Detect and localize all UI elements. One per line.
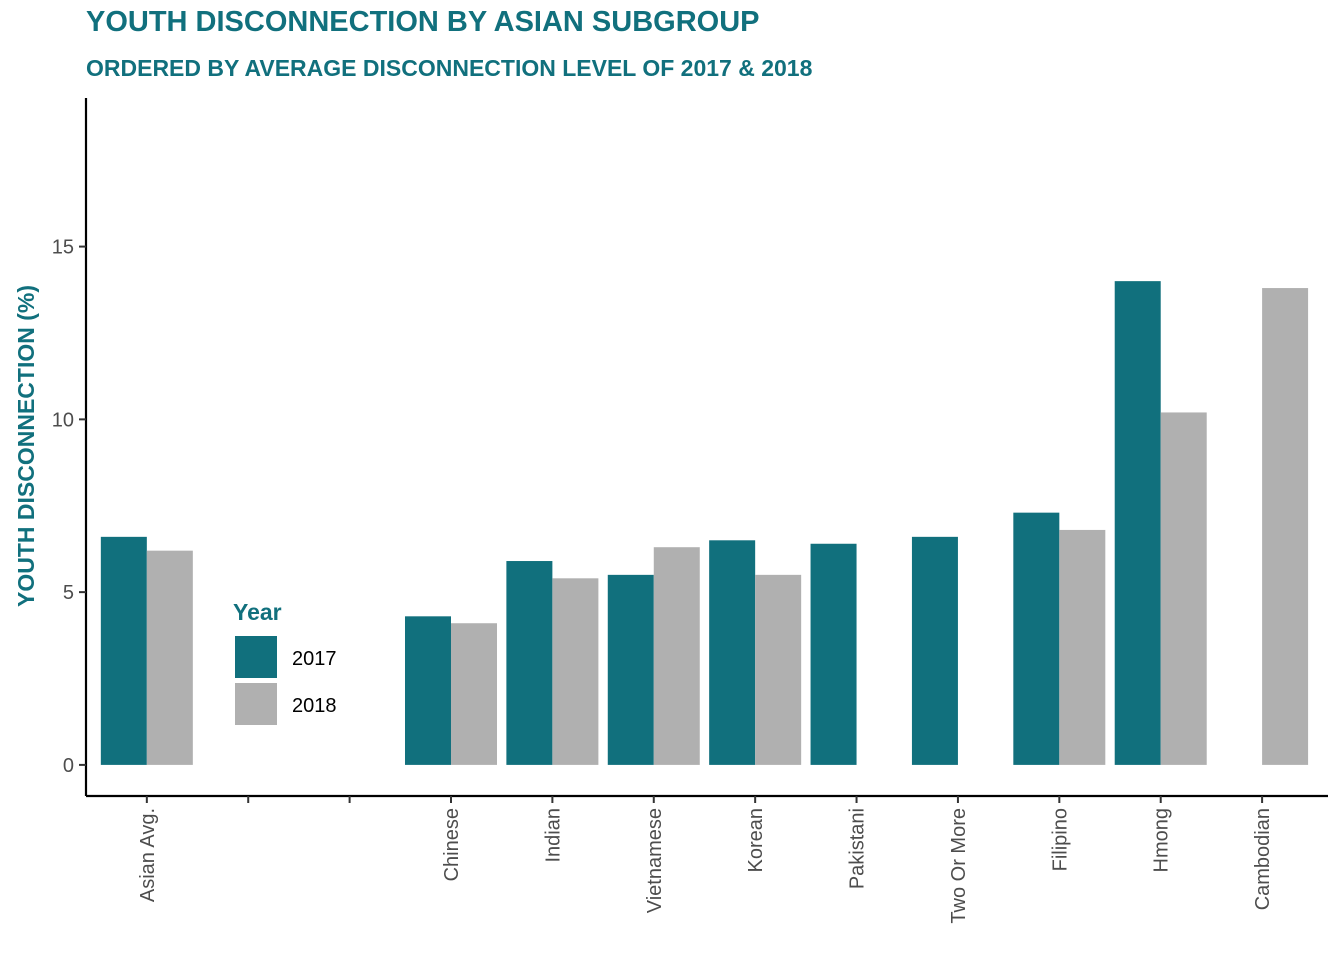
legend-label-2017: 2017 <box>292 648 337 670</box>
legend-swatch-2017 <box>235 636 277 678</box>
bar-2018-chinese <box>450 623 497 765</box>
bars-layer <box>100 281 1309 765</box>
x-tick-label: Chinese <box>441 808 463 881</box>
y-tick-label: 15 <box>52 237 74 259</box>
bar-2018-filipino <box>1059 529 1106 765</box>
bar-2017-hmong <box>1114 281 1161 765</box>
legend-title: Year <box>233 599 282 625</box>
bar-2018-hmong <box>1160 412 1207 765</box>
bar-2017-chinese <box>404 616 451 765</box>
bar-2017-two-or-more <box>911 536 958 765</box>
bar-2017-filipino <box>1013 512 1060 765</box>
legend-swatch-2018 <box>235 683 277 725</box>
x-tick-label: Two Or More <box>948 808 970 924</box>
bar-2017-indian <box>506 561 553 765</box>
chart-title: YOUTH DISCONNECTION BY ASIAN SUBGROUP <box>86 6 760 38</box>
legend-label-2018: 2018 <box>292 695 337 717</box>
bar-2017-vietnamese <box>607 574 654 765</box>
bar-2018-vietnamese <box>653 547 700 765</box>
bar-2018-cambodian <box>1262 288 1309 765</box>
x-tick-label: Cambodian <box>1252 808 1274 910</box>
y-tick-label: 0 <box>63 755 74 777</box>
x-tick-label: Filipino <box>1049 808 1071 871</box>
bar-2018-indian <box>552 578 599 765</box>
x-tick-label: Vietnamese <box>644 808 666 913</box>
y-tick-label: 5 <box>63 582 74 604</box>
bar-2018-korean <box>755 574 802 765</box>
y-tick-label: 10 <box>52 409 74 431</box>
bar-2017-korean <box>709 540 756 765</box>
axes-layer: 0 5 10 15 Asian Avg. Chinese Indian Vietnamese K… <box>13 98 1328 924</box>
x-tick-label: Asian Avg. <box>137 808 159 902</box>
x-tick-label: Hmong <box>1151 808 1173 872</box>
x-tick-label: Pakistani <box>847 808 869 889</box>
chart-subtitle: ORDERED BY AVERAGE DISCONNECTION LEVEL O… <box>86 55 813 81</box>
bar-2017-pakistani <box>810 543 857 765</box>
y-axis-title: YOUTH DISCONNECTION (%) <box>13 285 39 607</box>
x-tick-label: Korean <box>745 808 767 873</box>
bar-2018-asian-avg- <box>146 550 193 765</box>
bar-2017-asian-avg- <box>100 536 147 765</box>
x-tick-label: Indian <box>542 808 564 863</box>
legend: Year 2017 2018 <box>233 599 337 725</box>
